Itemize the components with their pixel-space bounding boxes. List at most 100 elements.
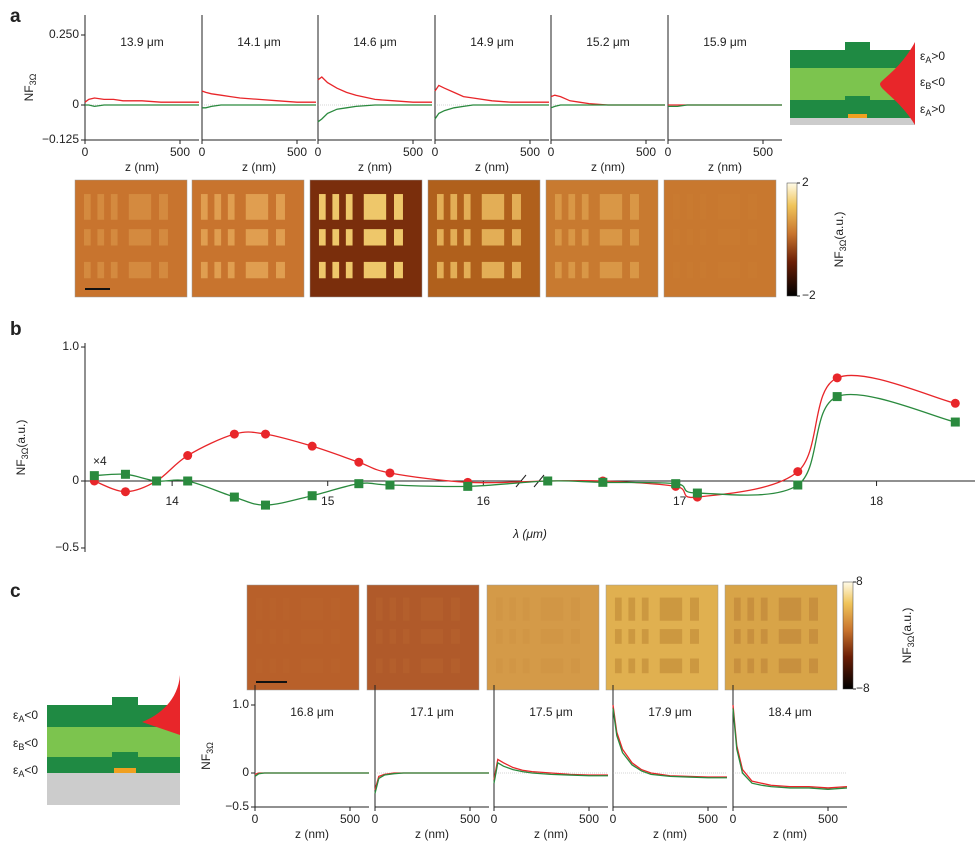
marker bbox=[89, 471, 99, 481]
image-feature bbox=[747, 658, 755, 674]
x-axis-label: z (nm) bbox=[773, 827, 807, 841]
y-axis-label-part: 3Ω bbox=[28, 73, 38, 85]
image-feature bbox=[214, 229, 222, 246]
x-tick-label: 14 bbox=[165, 494, 179, 508]
image-feature bbox=[227, 261, 235, 279]
image-feature bbox=[568, 229, 576, 246]
image-feature bbox=[690, 597, 699, 621]
image-feature bbox=[300, 597, 324, 621]
chart-title: 17.5 μm bbox=[529, 705, 573, 719]
x-tick-label: 500 bbox=[403, 145, 423, 159]
marker bbox=[543, 476, 553, 486]
image-feature bbox=[276, 261, 285, 279]
image-feature bbox=[659, 597, 683, 621]
image-feature bbox=[345, 194, 353, 220]
image-feature bbox=[630, 261, 639, 279]
layer-label-part: ε bbox=[920, 75, 926, 89]
x-tick-label: 15 bbox=[321, 494, 335, 508]
image-feature bbox=[402, 658, 410, 674]
image bbox=[486, 584, 600, 691]
image-feature bbox=[495, 658, 503, 674]
image-feature bbox=[809, 658, 818, 674]
x-tick-label: 0 bbox=[548, 145, 555, 159]
data-line bbox=[493, 761, 608, 784]
image-feature bbox=[628, 597, 636, 621]
image-feature bbox=[159, 261, 168, 279]
layer-label-part: ε bbox=[13, 763, 19, 777]
x-axis-label: λ (μm) bbox=[512, 527, 547, 541]
image-feature bbox=[200, 229, 208, 246]
chart-title: 15.2 μm bbox=[586, 35, 630, 49]
image-feature bbox=[581, 261, 589, 279]
image-feature bbox=[255, 629, 263, 644]
image-feature bbox=[628, 658, 636, 674]
colorbar-label-part: NF bbox=[900, 647, 914, 663]
image-feature bbox=[227, 229, 235, 246]
layer-label: εA<0 bbox=[13, 708, 38, 724]
image-feature bbox=[200, 194, 208, 220]
image-feature bbox=[686, 261, 694, 279]
image-feature bbox=[733, 597, 741, 621]
marker bbox=[950, 417, 960, 427]
image-feature bbox=[699, 261, 707, 279]
image bbox=[663, 179, 777, 298]
colorbar-label-part: NF bbox=[832, 251, 846, 267]
x-tick-label: 0 bbox=[665, 145, 672, 159]
y-tick-label: 0 bbox=[242, 765, 249, 779]
image-feature bbox=[717, 229, 741, 246]
fit-line bbox=[94, 374, 956, 499]
data-line bbox=[612, 708, 727, 779]
image-feature bbox=[420, 658, 444, 674]
image-feature bbox=[495, 597, 503, 621]
data-line bbox=[201, 90, 316, 103]
layer-label-part: <0 bbox=[931, 75, 945, 89]
image-feature bbox=[332, 194, 340, 220]
image-feature bbox=[269, 597, 277, 621]
image-feature bbox=[540, 629, 564, 644]
image-feature bbox=[282, 597, 290, 621]
panel-label: a bbox=[10, 6, 21, 27]
image-feature bbox=[641, 658, 649, 674]
x-tick-label: 500 bbox=[460, 812, 480, 826]
image-feature bbox=[809, 629, 818, 644]
image-feature bbox=[245, 261, 269, 279]
image-feature bbox=[509, 629, 517, 644]
image-feature bbox=[717, 261, 741, 279]
panel-label: c bbox=[10, 581, 21, 602]
marker bbox=[793, 480, 803, 490]
colorbar-label: NF3Ω(a.u.) bbox=[900, 608, 916, 664]
image-feature bbox=[599, 229, 623, 246]
image-feature bbox=[200, 261, 208, 279]
y-axis-label-part: NF bbox=[199, 754, 213, 770]
image-feature bbox=[733, 658, 741, 674]
marker bbox=[950, 398, 960, 408]
image-feature bbox=[481, 194, 505, 220]
data-line bbox=[550, 104, 665, 109]
x-tick-label: 0 bbox=[730, 812, 737, 826]
marker bbox=[463, 481, 473, 491]
data-line bbox=[732, 704, 848, 789]
chart-title: 14.9 μm bbox=[470, 35, 514, 49]
x-tick-label: 500 bbox=[287, 145, 307, 159]
image-feature bbox=[672, 261, 680, 279]
image-feature bbox=[83, 261, 91, 279]
image-feature bbox=[599, 261, 623, 279]
image-feature bbox=[686, 229, 694, 246]
image-feature bbox=[568, 261, 576, 279]
image-feature bbox=[159, 229, 168, 246]
image-feature bbox=[699, 194, 707, 220]
x-tick-label: 500 bbox=[340, 812, 360, 826]
image-feature bbox=[83, 229, 91, 246]
image-feature bbox=[331, 629, 340, 644]
image-feature bbox=[214, 261, 222, 279]
y-tick-label: −0.5 bbox=[55, 540, 79, 554]
x-axis-label: z (nm) bbox=[708, 160, 742, 174]
image-feature bbox=[540, 597, 564, 621]
chart-title: 15.9 μm bbox=[703, 35, 747, 49]
image-feature bbox=[436, 261, 444, 279]
marker bbox=[229, 492, 239, 502]
x-tick-label: 0 bbox=[82, 145, 89, 159]
y-tick-label: 1.0 bbox=[232, 697, 249, 711]
x-tick-label: 500 bbox=[753, 145, 773, 159]
layer-label-part: <0 bbox=[24, 763, 38, 777]
